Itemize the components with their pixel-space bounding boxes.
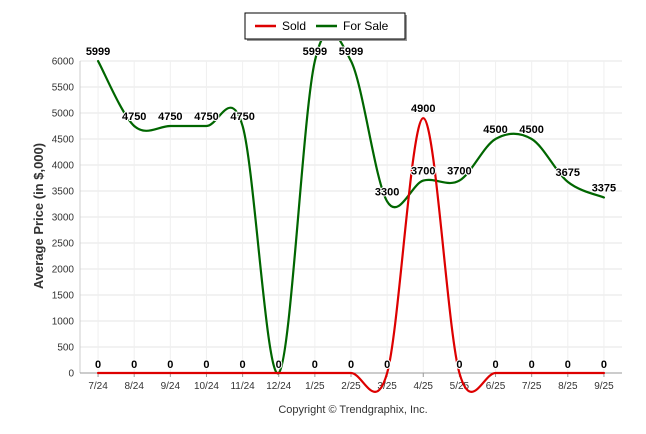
data-label-sold: 0 (203, 359, 209, 371)
data-label-for-sale: 3300 (375, 186, 399, 198)
data-label-for-sale: 3375 (592, 183, 616, 195)
legend[interactable]: Sold For Sale (244, 12, 407, 41)
data-labels: 0 0 0 0 0 0 0 0 0 4900 0 0 0 0 0 5999 4750 4750 4750 4750 59… (85, 45, 617, 372)
legend-label-for-sale[interactable]: For Sale (343, 19, 389, 33)
grid-lines (80, 60, 622, 374)
data-label-sold: 0 (348, 359, 354, 371)
x-tick-label: 9/25 (594, 381, 614, 392)
x-tick-label: 2/25 (341, 381, 361, 392)
data-label-for-sale: 5999 (86, 46, 110, 58)
y-tick-label: 5500 (52, 83, 75, 94)
data-label-sold: 0 (565, 359, 571, 371)
data-label-sold: 0 (276, 359, 282, 371)
x-tick-label: 7/24 (88, 381, 108, 392)
series-line-sold (96, 117, 606, 393)
data-label-for-sale: 5999 (303, 46, 327, 58)
data-label-sold: 0 (529, 359, 535, 371)
x-axis-ticks: 7/24 8/24 9/24 10/24 11/24 12/24 1/25 2/25 3/25 4… (88, 381, 614, 392)
y-tick-label: 2500 (52, 239, 75, 250)
x-tick-label: 8/25 (558, 381, 578, 392)
y-tick-label: 0 (68, 369, 74, 380)
data-label-for-sale: 3700 (411, 166, 435, 178)
data-label-for-sale: 4750 (230, 111, 254, 123)
y-tick-label: 4500 (52, 135, 75, 146)
y-tick-label: 1500 (52, 291, 75, 302)
legend-label-sold[interactable]: Sold (282, 19, 306, 33)
x-tick-label: 8/24 (124, 381, 144, 392)
y-axis-ticks: 0 500 1000 1500 2000 2500 3000 3500 4000 4500 5000… (52, 57, 75, 380)
data-label-sold: 0 (240, 359, 246, 371)
y-tick-label: 2000 (52, 265, 75, 276)
data-label-sold: 4900 (411, 103, 435, 115)
x-tick-label: 4/25 (414, 381, 434, 392)
x-tick-label: 11/24 (230, 381, 255, 392)
data-label-sold: 0 (492, 359, 498, 371)
x-tick-label: 5/25 (450, 381, 470, 392)
data-label-sold: 0 (601, 359, 607, 371)
x-tick-label: 10/24 (194, 381, 219, 392)
data-label-for-sale: 4500 (483, 124, 507, 136)
data-label-sold: 0 (456, 359, 462, 371)
y-axis-title: Average Price (in $,000) (31, 143, 46, 289)
data-label-for-sale: 4750 (158, 111, 182, 123)
data-label-for-sale: 4750 (194, 111, 218, 123)
data-label-sold: 0 (312, 359, 318, 371)
copyright-text: Copyright © Trendgraphix, Inc. (278, 404, 427, 416)
x-tick-label: 1/25 (305, 381, 325, 392)
x-tick-label: 3/25 (377, 381, 397, 392)
data-label-for-sale: 5999 (339, 46, 363, 58)
y-tick-label: 3000 (52, 213, 75, 224)
x-tick-label: 6/25 (486, 381, 506, 392)
data-label-sold: 0 (167, 359, 173, 371)
y-tick-label: 4000 (52, 161, 75, 172)
data-label-for-sale: 3675 (556, 167, 580, 179)
x-tick-label: 9/24 (161, 381, 181, 392)
data-label-sold: 0 (95, 359, 101, 371)
data-label-sold: 0 (131, 359, 137, 371)
y-tick-label: 3500 (52, 187, 75, 198)
x-tick-label: 7/25 (522, 381, 542, 392)
y-tick-label: 5000 (52, 109, 75, 120)
y-tick-label: 1000 (52, 317, 75, 328)
data-label-for-sale: 3700 (447, 166, 471, 178)
data-label-sold: 0 (384, 359, 390, 371)
data-label-for-sale: 4500 (519, 124, 543, 136)
y-tick-label: 6000 (52, 57, 75, 68)
y-tick-label: 500 (57, 343, 74, 354)
data-label-for-sale: 4750 (122, 111, 146, 123)
x-tick-label: 12/24 (266, 381, 291, 392)
